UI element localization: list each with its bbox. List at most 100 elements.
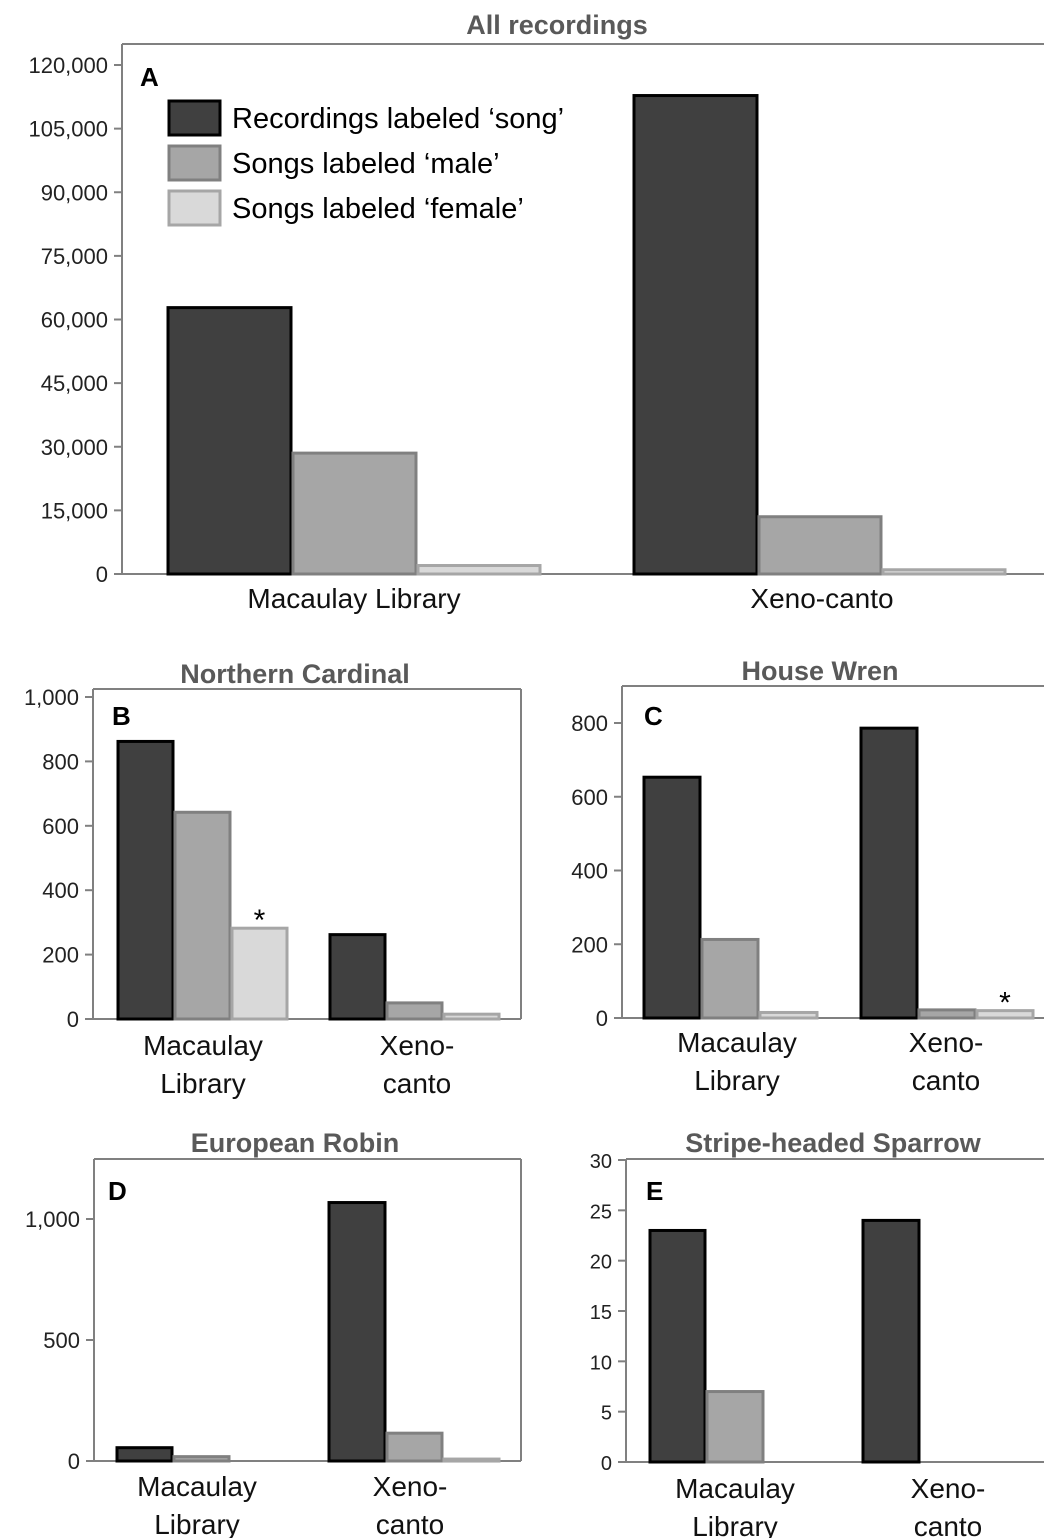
panel-d: 0 500 1,000 Macaulay Library Xeno-canto Europe… (25, 1128, 522, 1538)
y-tick-label: 0 (596, 1006, 608, 1031)
y-tick-label: 200 (42, 943, 79, 968)
y-tick-label: 30 (590, 1151, 612, 1173)
category-label: Xeno- (380, 1030, 455, 1061)
bar (442, 1012, 501, 1021)
category-label: Macaulay (675, 1473, 795, 1504)
chart-root: 015,00030,00045,00060,00075,00090,000105… (24, 10, 1044, 1538)
y-tick-label: 0 (96, 562, 108, 587)
y-tick-label: 0 (601, 1453, 612, 1475)
y-tick-label: 0 (68, 1449, 80, 1474)
category-label: Macaulay (137, 1471, 257, 1502)
y-tick-label: 30,000 (41, 435, 108, 460)
annotation-asterisk: * (254, 904, 266, 937)
bar (416, 564, 542, 576)
category-label: Xeno- (909, 1027, 984, 1058)
bar (917, 1008, 977, 1020)
panel-title: Northern Cardinal (180, 659, 410, 689)
bar (291, 451, 418, 576)
y-tick-label: 10 (590, 1352, 612, 1374)
category-label-line2: Library (694, 1065, 780, 1096)
category-label: Macaulay Library (247, 583, 460, 614)
bar (327, 1201, 387, 1463)
panel-letter: B (112, 701, 131, 731)
bar (172, 1455, 231, 1463)
bar (758, 1010, 819, 1020)
bar (173, 810, 232, 1021)
bar (442, 1457, 501, 1463)
bar (705, 1390, 765, 1464)
panel-letter: D (108, 1176, 127, 1206)
category-label: Xeno- (911, 1473, 986, 1504)
y-tick-label: 800 (42, 749, 79, 774)
category-label-line2: canto (376, 1509, 445, 1538)
legend-label: Recordings labeled ‘song’ (232, 103, 564, 135)
y-tick-label: 75,000 (41, 244, 108, 269)
bar (975, 1009, 1035, 1020)
bar (859, 726, 919, 1020)
y-tick-label: 600 (571, 785, 608, 810)
legend: Recordings labeled ‘song’ Songs labeled ‘… (167, 99, 564, 227)
panel-title: European Robin (191, 1128, 400, 1158)
category-label-line2: Library (160, 1068, 246, 1099)
bar (648, 1228, 707, 1464)
y-tick-label: 1,000 (25, 1207, 80, 1232)
y-tick-label: 0 (67, 1007, 79, 1032)
bar (757, 515, 883, 576)
legend-label: Songs labeled ‘female’ (232, 193, 524, 225)
y-tick-label: 5 (601, 1403, 612, 1425)
legend-swatch (167, 189, 222, 227)
panel-title: Stripe-headed Sparrow (685, 1128, 982, 1158)
y-tick-label: 20 (590, 1252, 612, 1274)
y-tick-label: 120,000 (28, 53, 108, 78)
y-tick-label: 500 (43, 1328, 80, 1353)
category-label-line2: canto (914, 1511, 983, 1538)
panel-letter: C (644, 701, 663, 731)
y-tick-label: 105,000 (28, 117, 108, 142)
panel-letter: E (646, 1176, 663, 1206)
category-label: Xeno-canto (750, 583, 893, 614)
bar (230, 926, 289, 1021)
y-tick-label: 90,000 (41, 180, 108, 205)
bar (328, 933, 387, 1021)
y-tick-label: 1,000 (24, 685, 79, 710)
panel-title: All recordings (466, 10, 648, 40)
y-tick-label: 800 (571, 711, 608, 736)
bar (116, 739, 175, 1021)
panel-e: 0 5 10 15 20 25 30 Macaulay Library Xeno-canto Str… (590, 1128, 1044, 1538)
panel-letter: A (140, 62, 159, 92)
category-label-line2: canto (383, 1068, 452, 1099)
y-tick-label: 400 (571, 859, 608, 884)
y-tick-label: 45,000 (41, 371, 108, 396)
panel-a: 0 15,000 30,000 45,000 60,000 75,000 90,000 105… (28, 10, 1044, 614)
y-tick-label: 200 (571, 932, 608, 957)
y-tick-label: 15,000 (41, 498, 108, 523)
y-tick-label: 400 (42, 878, 79, 903)
legend-label: Songs labeled ‘male’ (232, 148, 500, 180)
y-tick-label: 600 (42, 814, 79, 839)
bar (700, 937, 760, 1020)
category-label: Macaulay (143, 1030, 263, 1061)
bar (881, 568, 1007, 576)
category-label-line2: canto (912, 1065, 981, 1096)
bar (632, 94, 759, 576)
panel-c: 0 200 400 600 800 * Macaulay Library Xeno-canto H… (571, 656, 1044, 1096)
bar (385, 1001, 444, 1021)
category-label: Macaulay (677, 1027, 797, 1058)
y-tick-label: 15 (590, 1302, 612, 1324)
bar (385, 1431, 444, 1463)
annotation-asterisk: * (999, 987, 1011, 1020)
legend-swatch (167, 144, 222, 182)
legend-swatch (167, 99, 222, 137)
bar (166, 306, 293, 576)
y-tick-label: 60,000 (41, 308, 108, 333)
panel-b: 0 200 400 600 800 1,000 * Macaulay Library Xeno-c… (24, 659, 522, 1099)
panel-title: House Wren (741, 656, 898, 686)
category-label-line2: Library (692, 1511, 778, 1538)
bar (861, 1218, 921, 1464)
bar (115, 1446, 174, 1463)
category-label-line2: Library (154, 1509, 240, 1538)
bar (642, 775, 702, 1020)
y-tick-label: 25 (590, 1201, 612, 1223)
category-label: Xeno- (373, 1471, 448, 1502)
